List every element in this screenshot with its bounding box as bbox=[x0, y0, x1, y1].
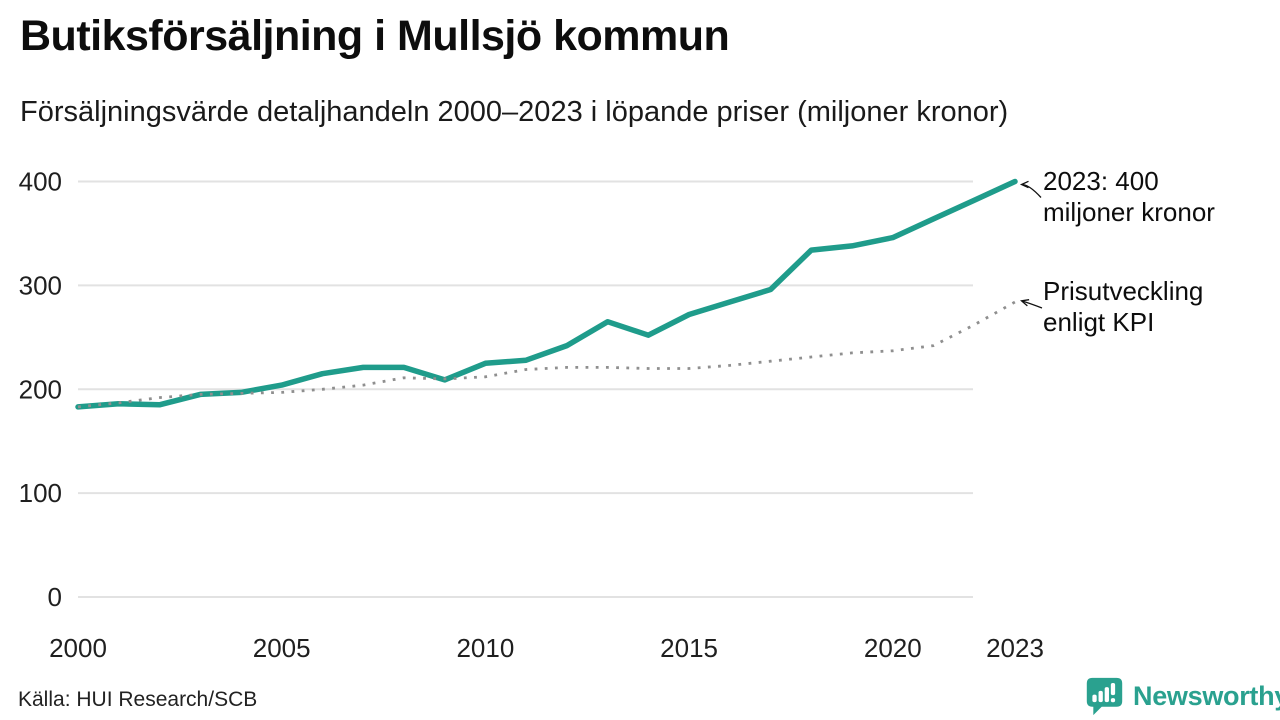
annotation-sales-line2: miljoner kronor bbox=[1043, 197, 1215, 227]
x-axis-tick-labels: 2000 2005 2010 2015 2020 2023 bbox=[49, 633, 1044, 663]
y-tick-100: 100 bbox=[19, 478, 62, 508]
annotation-kpi-line2: enligt KPI bbox=[1043, 307, 1155, 337]
x-tick-2020: 2020 bbox=[864, 633, 922, 663]
annotation-arrows bbox=[1019, 180, 1043, 309]
newsworthy-logo-text: Newsworthy bbox=[1133, 681, 1280, 711]
y-axis-tick-labels: 0 100 200 300 400 bbox=[19, 167, 62, 613]
chart-title: Butiksförsäljning i Mullsjö kommun bbox=[20, 12, 730, 60]
sales-line bbox=[75, 178, 1018, 410]
kpi-dotted-line bbox=[77, 300, 1016, 409]
x-tick-2015: 2015 bbox=[660, 633, 718, 663]
arrow-to-kpi-line-end bbox=[1020, 299, 1043, 309]
annotation-kpi-label: Prisutveckling enligt KPI bbox=[1043, 276, 1203, 338]
annotation-sales-value: 2023: 400 miljoner kronor bbox=[1043, 166, 1215, 228]
newsworthy-logo: Newsworthy bbox=[1084, 675, 1280, 718]
y-tick-0: 0 bbox=[48, 582, 62, 612]
x-tick-2005: 2005 bbox=[253, 633, 311, 663]
x-tick-2023: 2023 bbox=[986, 633, 1044, 663]
y-tick-300: 300 bbox=[19, 270, 62, 300]
bar-chart-speech-bubble-icon bbox=[1086, 677, 1123, 716]
annotation-kpi-line1: Prisutveckling bbox=[1043, 276, 1204, 306]
annotation-sales-line1: 2023: 400 bbox=[1043, 166, 1159, 196]
gridlines bbox=[78, 180, 973, 598]
y-tick-200: 200 bbox=[19, 374, 62, 404]
arrow-to-sales-line-end bbox=[1019, 180, 1042, 198]
y-tick-400: 400 bbox=[19, 167, 62, 197]
data-series bbox=[75, 178, 1018, 410]
x-tick-2010: 2010 bbox=[456, 633, 514, 663]
chart-subtitle: Försäljningsvärde detaljhandeln 2000–202… bbox=[20, 96, 1009, 128]
x-tick-2000: 2000 bbox=[49, 633, 107, 663]
source-credit: Källa: HUI Research/SCB bbox=[18, 688, 258, 711]
